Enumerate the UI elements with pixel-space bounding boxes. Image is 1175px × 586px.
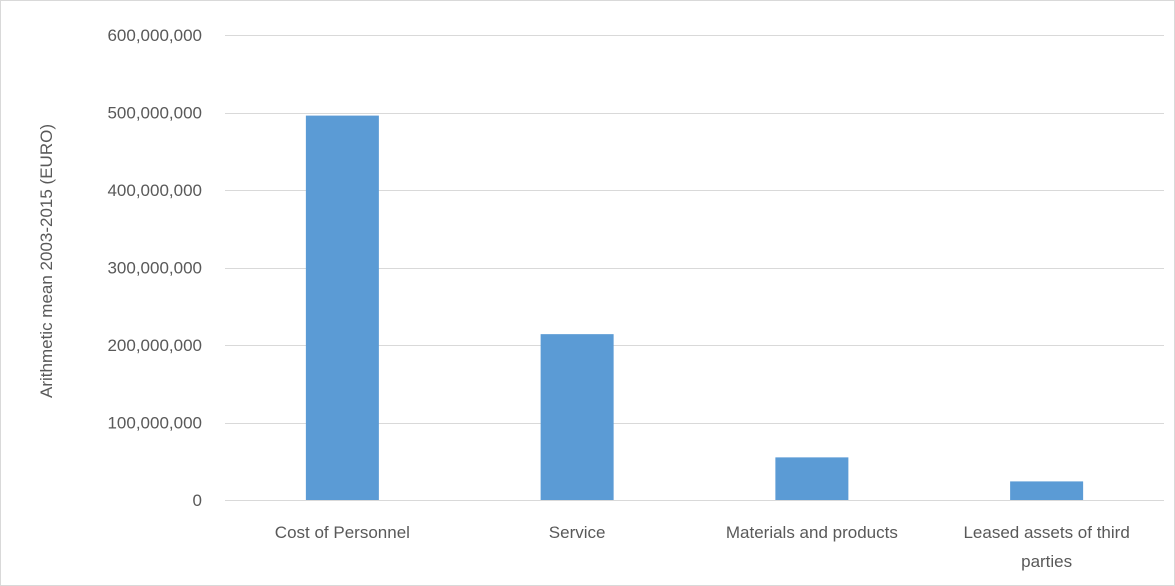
y-tick-label: 100,000,000 [107,414,202,433]
bars [305,115,1084,500]
y-tick-label: 300,000,000 [107,259,202,278]
bar [775,457,849,500]
x-tick-label: Leased assets of third [963,523,1129,542]
x-tick-label: parties [1021,552,1072,571]
y-tick-label: 200,000,000 [107,336,202,355]
y-axis-title: Arithmetic mean 2003-2015 (EURO) [37,124,56,398]
y-tick-label: 400,000,000 [107,181,202,200]
bar [540,334,614,500]
x-axis-tick-labels: Cost of Personnel Service Materials and pr… [275,523,1130,571]
x-tick-label: Materials and products [726,523,898,542]
y-tick-label: 600,000,000 [107,26,202,45]
x-tick-label: Service [549,523,606,542]
x-tick-label: Cost of Personnel [275,523,410,542]
y-tick-label: 500,000,000 [107,104,202,123]
bar [1010,481,1084,500]
bar [305,115,379,500]
y-axis-tick-labels: 0 100,000,000 200,000,000 300,000,000 400,00… [107,26,202,510]
gridlines [225,35,1164,501]
y-tick-label: 0 [193,491,202,510]
